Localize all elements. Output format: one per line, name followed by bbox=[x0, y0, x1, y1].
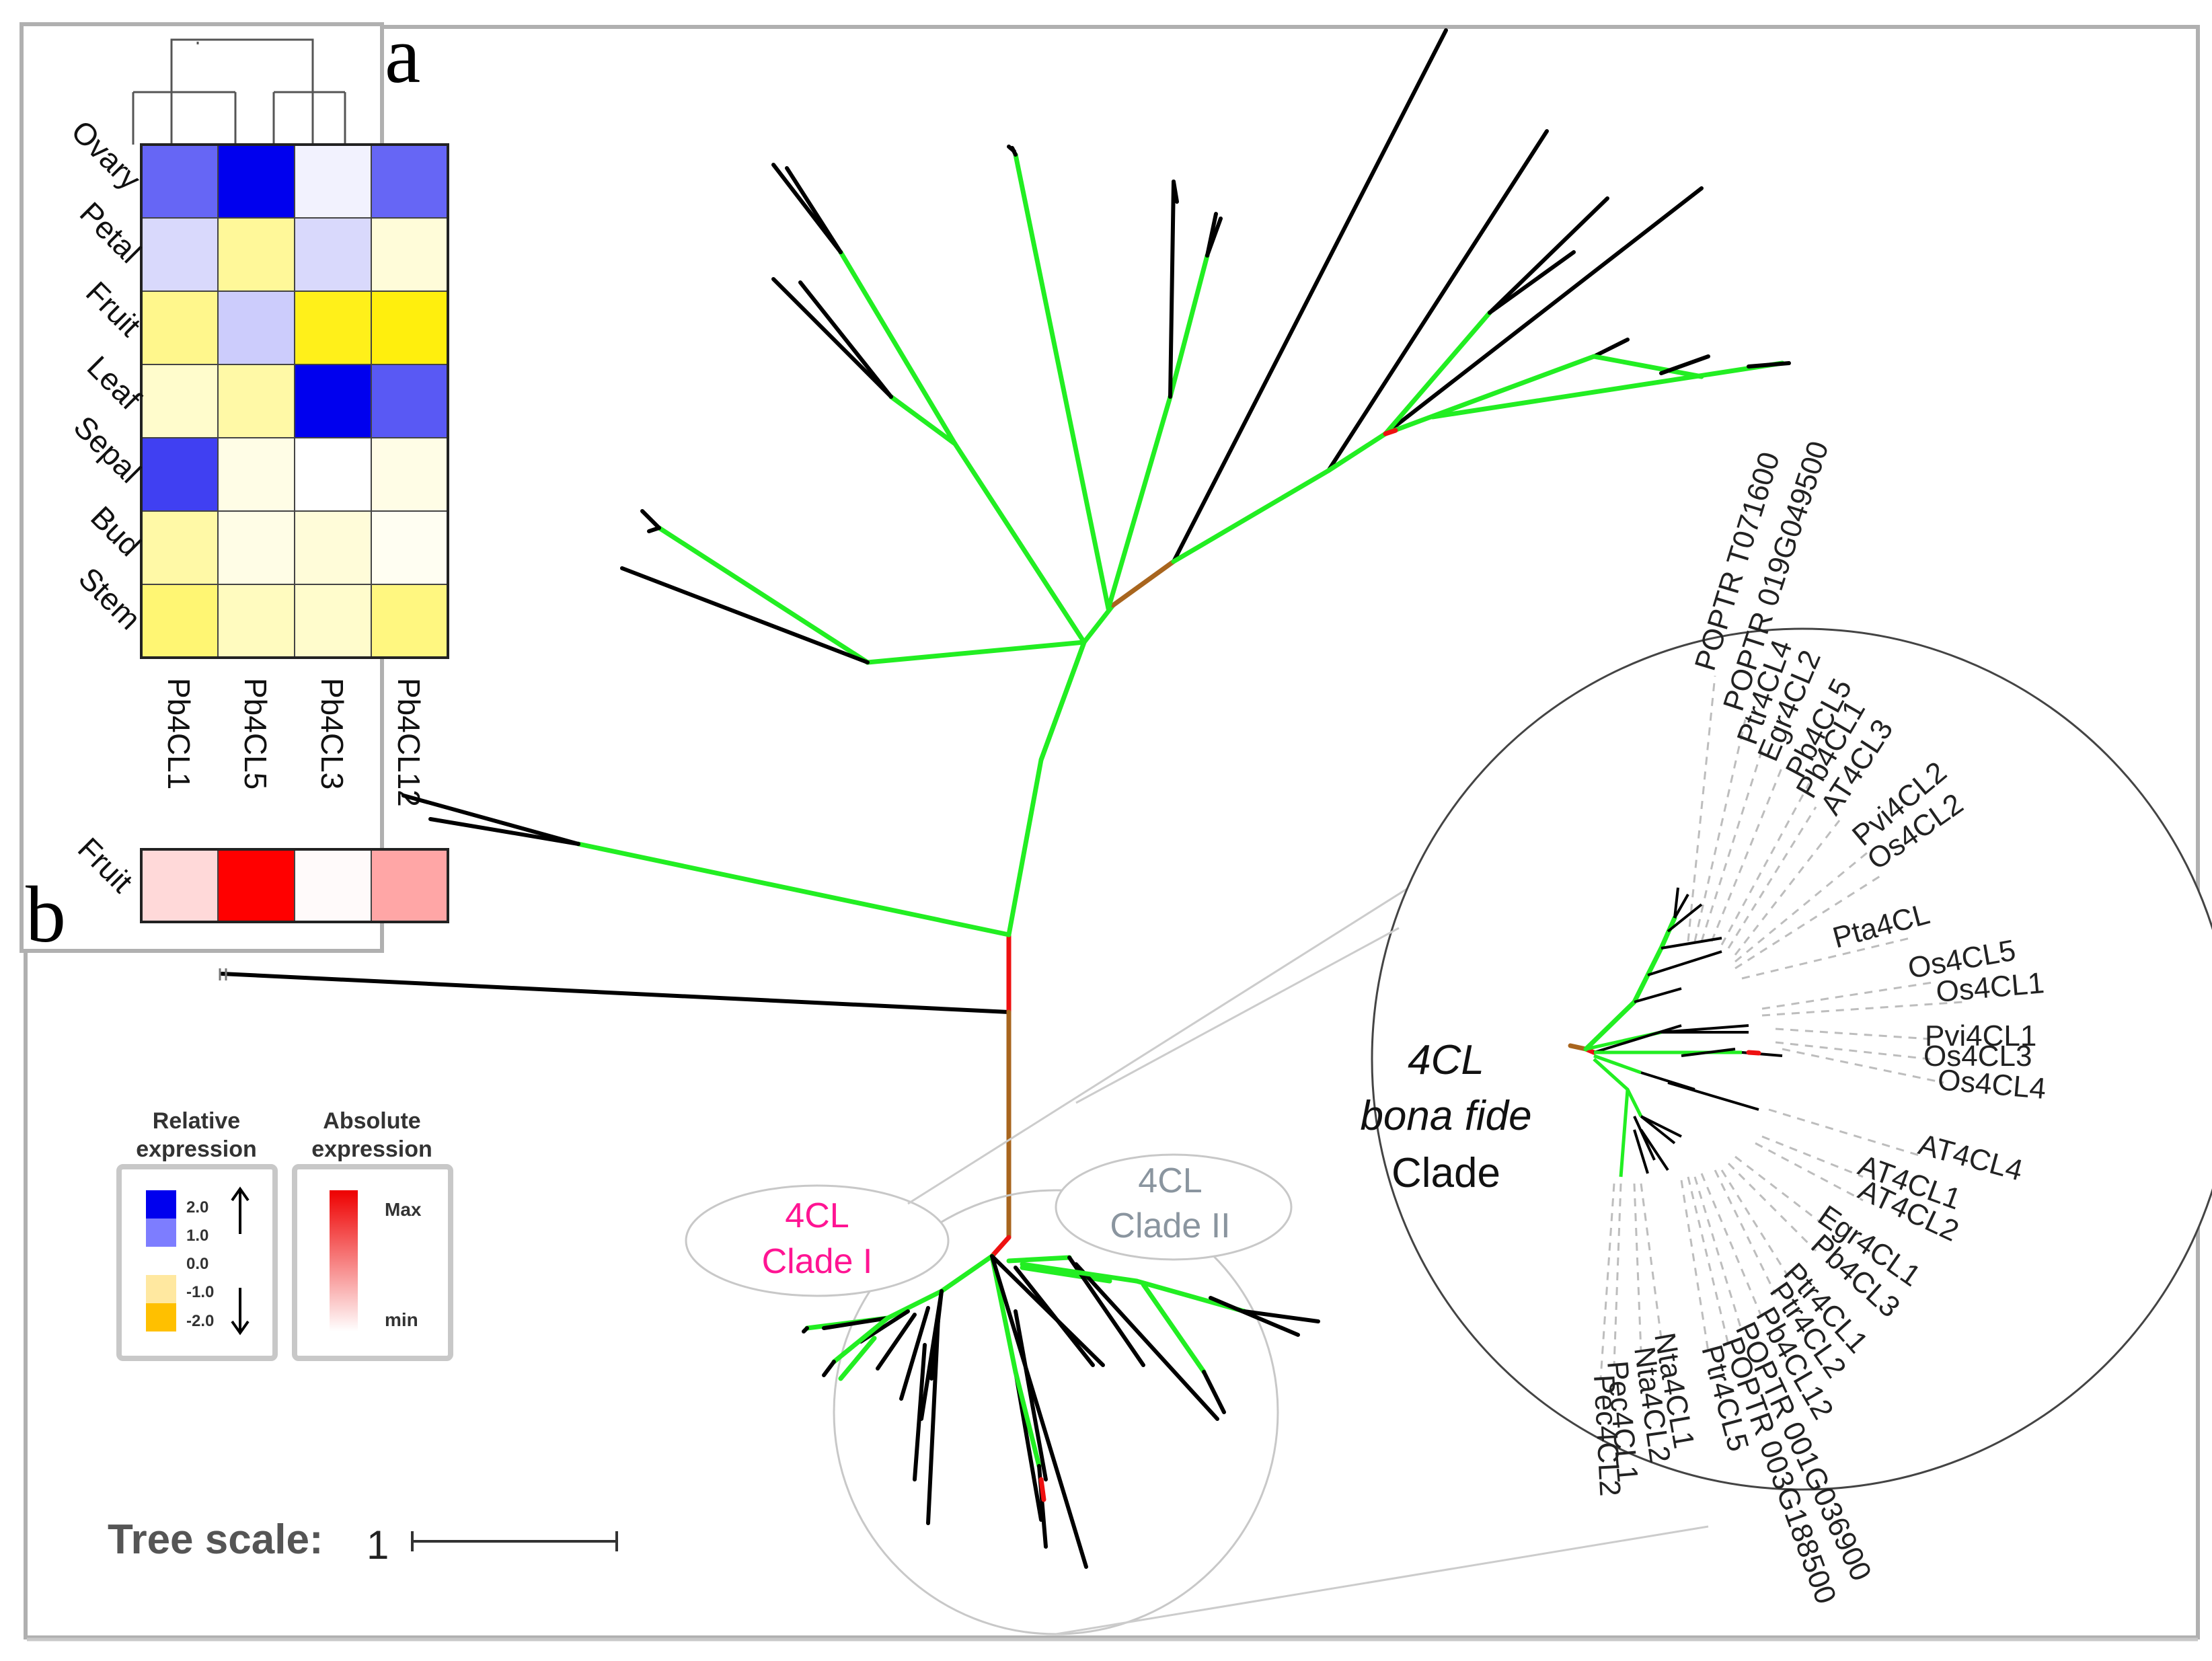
absolute-legend-title-line1: Absolute bbox=[323, 1108, 420, 1134]
absolute-legend-min: min bbox=[385, 1309, 418, 1330]
heatmap-cell bbox=[371, 510, 449, 585]
heatmap-cell bbox=[294, 291, 372, 365]
heatmap-cell bbox=[141, 217, 219, 292]
inset-tip-label: Os4CL3 bbox=[1923, 1040, 2032, 1073]
relative-tick-neg2: -2.0 bbox=[186, 1312, 214, 1330]
column-dendrogram bbox=[132, 38, 346, 145]
relative-expression-legend: Relative expression 2.0 1.0 0.0 -1.0 -2.… bbox=[116, 1108, 278, 1361]
heatmap-column-label: Pb4CL12 bbox=[391, 678, 426, 807]
heatmap-cell bbox=[217, 510, 295, 585]
clade-subtree bbox=[802, 1253, 1320, 1569]
heatmap-cell bbox=[217, 437, 295, 512]
clade-ii-label-line2: Clade II bbox=[1110, 1206, 1230, 1245]
inset-tip-label: Pec4CL2 bbox=[1587, 1374, 1626, 1497]
relative-legend-title-line1: Relative bbox=[153, 1108, 240, 1134]
clade-i-label-line2: Clade I bbox=[762, 1242, 873, 1281]
heatmap-cell bbox=[141, 437, 219, 512]
heatmap-cell bbox=[371, 217, 449, 292]
heatmap-cell bbox=[294, 584, 372, 658]
absolute-cell bbox=[141, 849, 219, 923]
heatmap-cell bbox=[217, 364, 295, 438]
heatmap-cell bbox=[294, 437, 372, 512]
absolute-expression-legend: Absolute expression Max min bbox=[292, 1108, 453, 1361]
heatmap-cell bbox=[371, 584, 449, 658]
down-arrow-icon bbox=[231, 1288, 250, 1336]
tree-scale-label: Tree scale: bbox=[108, 1516, 323, 1563]
clade-ii-label-line1: 4CL bbox=[1138, 1161, 1202, 1200]
heatmap-cell bbox=[217, 291, 295, 365]
up-arrow-icon bbox=[231, 1186, 250, 1234]
heatmap-column-label: Pb4CL3 bbox=[315, 678, 350, 789]
panel-letter-b: b bbox=[26, 870, 66, 959]
clade-ii-ellipse bbox=[1055, 1153, 1293, 1261]
heatmap-cell bbox=[217, 144, 295, 219]
absolute-cell bbox=[217, 849, 295, 923]
absolute-legend-max: Max bbox=[385, 1199, 422, 1220]
heatmap-cell bbox=[217, 584, 295, 658]
heatmap-cell bbox=[294, 217, 372, 292]
absolute-border bbox=[140, 848, 449, 923]
relative-legend-title-line2: expression bbox=[136, 1136, 257, 1162]
inset-title-4cl: 4CL bbox=[1408, 1037, 1484, 1083]
heatmap-cell bbox=[141, 144, 219, 219]
heatmap-cell bbox=[141, 364, 219, 438]
heatmap-cell bbox=[294, 510, 372, 585]
inset-subtree bbox=[1568, 887, 1783, 1177]
clade-i-ellipse bbox=[685, 1184, 950, 1297]
heatmap-cell bbox=[141, 510, 219, 585]
heatmap-cell bbox=[371, 364, 449, 438]
heatmap-column-label: Pb4CL5 bbox=[238, 678, 273, 789]
heatmap-cell bbox=[141, 584, 219, 658]
absolute-cell bbox=[294, 849, 372, 923]
heatmap-cell bbox=[371, 437, 449, 512]
main-tree bbox=[219, 28, 1791, 1259]
tree-scale-value: 1 bbox=[367, 1522, 389, 1568]
panel-letter-a: a bbox=[385, 10, 420, 100]
heatmap-cell bbox=[294, 144, 372, 219]
heatmap-cell bbox=[217, 217, 295, 292]
inset-tip-label: Pvi4CL1 bbox=[1925, 1019, 2036, 1052]
relative-tick-2: 2.0 bbox=[186, 1198, 208, 1216]
bona-fide-inset-circle bbox=[1371, 627, 2212, 1491]
absolute-heatmap bbox=[140, 848, 449, 923]
heatmap-cell bbox=[294, 364, 372, 438]
relative-tick-0: 0.0 bbox=[186, 1255, 208, 1273]
heatmap-column-labels: Pb4CL1 Pb4CL5 Pb4CL3 Pb4CL12 bbox=[161, 678, 426, 807]
heatmap-border bbox=[140, 143, 449, 659]
heatmap-column-label: Pb4CL1 bbox=[161, 678, 196, 789]
absolute-cell bbox=[371, 849, 449, 923]
heatmap-cell bbox=[141, 291, 219, 365]
relative-tick-1: 1.0 bbox=[186, 1227, 208, 1245]
inset-title-bona-fide: bona fide bbox=[1360, 1093, 1531, 1139]
absolute-legend-title-line2: expression bbox=[311, 1136, 432, 1162]
relative-heatmap bbox=[140, 143, 449, 659]
inset-guide-lines bbox=[1599, 675, 1965, 1379]
tree-scale-bar bbox=[411, 1531, 618, 1551]
inset-title-clade: Clade bbox=[1391, 1150, 1500, 1196]
clade-i-label-line1: 4CL bbox=[785, 1196, 849, 1235]
heatmap-cell bbox=[371, 144, 449, 219]
heatmap-cell bbox=[371, 291, 449, 365]
relative-tick-neg1: -1.0 bbox=[186, 1283, 214, 1301]
